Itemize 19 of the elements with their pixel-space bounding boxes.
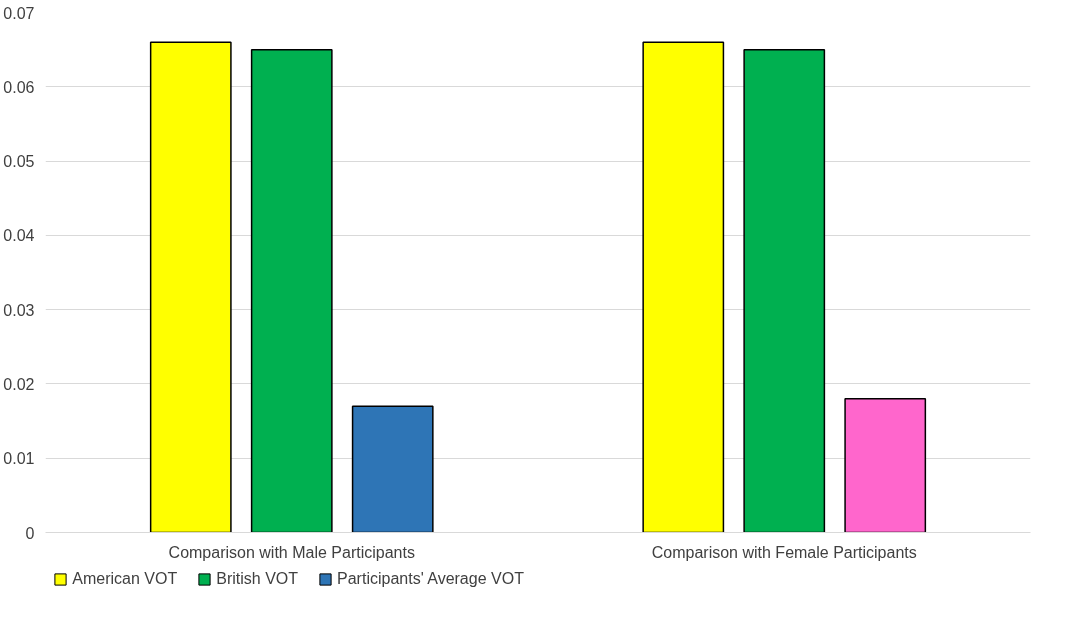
legend-label: Participants' Average VOT xyxy=(337,570,524,588)
y-tick-label: 0.06 xyxy=(3,78,35,96)
y-tick-label: 0.05 xyxy=(3,153,35,171)
y-tick-label: 0.04 xyxy=(3,227,35,245)
y-tick-label: 0.01 xyxy=(3,450,35,468)
bar xyxy=(250,48,333,533)
bar xyxy=(844,398,927,533)
bar xyxy=(642,41,725,533)
y-tick-label: 0.03 xyxy=(3,301,35,319)
legend-label: British VOT xyxy=(216,570,299,588)
y-tick-label: 0 xyxy=(25,524,35,542)
legend-label: American VOT xyxy=(72,570,178,588)
y-tick-label: 0.07 xyxy=(3,4,35,22)
x-tick-label: Comparison with Female Participants xyxy=(651,543,917,561)
x-tick-label: Comparison with Male Participants xyxy=(168,543,415,561)
bar xyxy=(149,41,232,533)
bar xyxy=(743,48,826,533)
bar xyxy=(351,405,434,533)
y-tick-label: 0.02 xyxy=(3,375,35,393)
